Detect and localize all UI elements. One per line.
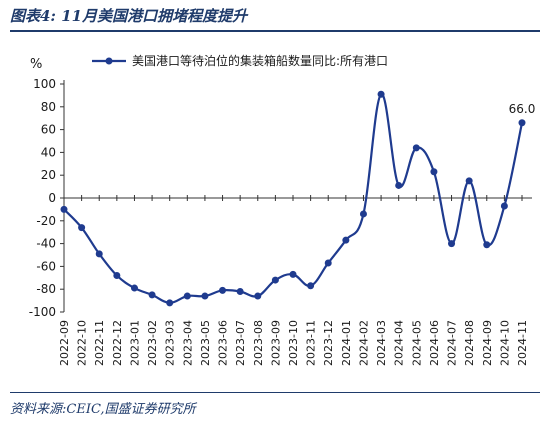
data-point <box>130 284 138 292</box>
data-point <box>412 144 420 152</box>
x-tick-label: 2024-03 <box>375 320 388 366</box>
x-tick-label: 2023-05 <box>199 320 212 366</box>
y-tick-label: 80 <box>41 100 56 114</box>
x-tick-label: 2022-11 <box>93 320 106 366</box>
data-point <box>342 236 350 244</box>
data-point <box>465 177 473 185</box>
data-point <box>219 286 227 294</box>
legend-label: 美国港口等待泊位的集装箱船数量同比:所有港口 <box>132 53 388 68</box>
y-tick-label: 20 <box>41 168 56 182</box>
series-group: 66.0 <box>60 90 536 307</box>
data-label: 66.0 <box>509 102 536 116</box>
x-tick-label: 2024-08 <box>463 320 476 366</box>
x-tick-label: 2023-03 <box>164 320 177 366</box>
x-tick-label: 2022-09 <box>58 320 71 366</box>
data-point <box>254 292 262 300</box>
x-tick-label: 2023-06 <box>217 320 230 366</box>
x-tick-label: 2023-11 <box>305 320 318 366</box>
source-divider <box>10 392 540 393</box>
y-tick-label: -40 <box>36 237 56 251</box>
y-tick-label: -80 <box>36 282 56 296</box>
data-point <box>236 287 244 295</box>
data-point <box>78 224 86 232</box>
figure-title: 图表4: 11月美国港口拥堵程度提升 <box>10 7 248 25</box>
x-tick-label: 2023-07 <box>234 320 247 366</box>
title-divider <box>10 30 540 32</box>
data-point <box>148 291 156 299</box>
x-tick-label: 2022-12 <box>111 320 124 366</box>
legend-marker <box>105 57 113 65</box>
x-tick-label: 2024-04 <box>393 320 406 366</box>
y-tick-label: -100 <box>29 305 56 319</box>
y-tick-label: -20 <box>36 214 56 228</box>
x-tick-label: 2023-04 <box>181 320 194 366</box>
x-tick-label: 2024-01 <box>340 320 353 366</box>
axes-group: % -100 -80 -60 -40 -20 0 20 40 60 80 100 2022-09 2022… <box>29 57 532 366</box>
x-tick-label: 2024-07 <box>446 320 459 366</box>
data-point <box>183 292 191 300</box>
data-point <box>483 241 491 249</box>
data-point <box>448 240 456 248</box>
x-tick-label: 2024-11 <box>516 320 529 366</box>
data-point <box>518 119 526 127</box>
y-tick-label: -60 <box>36 259 56 273</box>
x-tick-label: 2023-12 <box>322 320 335 366</box>
x-tick-label: 2024-05 <box>410 320 423 366</box>
x-tick-label: 2024-09 <box>481 320 494 366</box>
x-tick-label: 2024-02 <box>357 320 370 366</box>
data-point <box>307 282 315 290</box>
y-tick-label: 40 <box>41 145 56 159</box>
data-point <box>395 181 403 189</box>
x-tick-label: 2022-10 <box>76 320 89 366</box>
data-point <box>271 276 279 284</box>
y-tick-label: 0 <box>48 191 56 205</box>
source-note: 资料来源:CEIC,国盛证券研究所 <box>10 402 196 417</box>
y-unit-label: % <box>30 57 42 72</box>
y-tick-label: 100 <box>33 77 56 91</box>
data-point <box>201 292 209 300</box>
x-tick-label: 2024-06 <box>428 320 441 366</box>
x-tick-label: 2023-02 <box>146 320 159 366</box>
data-point <box>113 272 121 280</box>
data-point <box>500 202 508 210</box>
y-tick-label: 60 <box>41 123 56 137</box>
x-tick-label: 2023-01 <box>128 320 141 366</box>
legend: 美国港口等待泊位的集装箱船数量同比:所有港口 <box>92 53 388 68</box>
x-tick-label: 2024-10 <box>498 320 511 366</box>
data-point <box>359 210 367 218</box>
data-point <box>289 270 297 278</box>
data-point <box>324 259 332 267</box>
data-point <box>166 299 174 307</box>
data-point <box>95 250 103 258</box>
x-tick-label: 2023-08 <box>252 320 265 366</box>
data-point <box>60 205 68 213</box>
data-point <box>430 168 438 176</box>
x-tick-label: 2023-10 <box>287 320 300 366</box>
x-tick-label: 2023-09 <box>269 320 282 366</box>
data-point <box>377 90 385 98</box>
